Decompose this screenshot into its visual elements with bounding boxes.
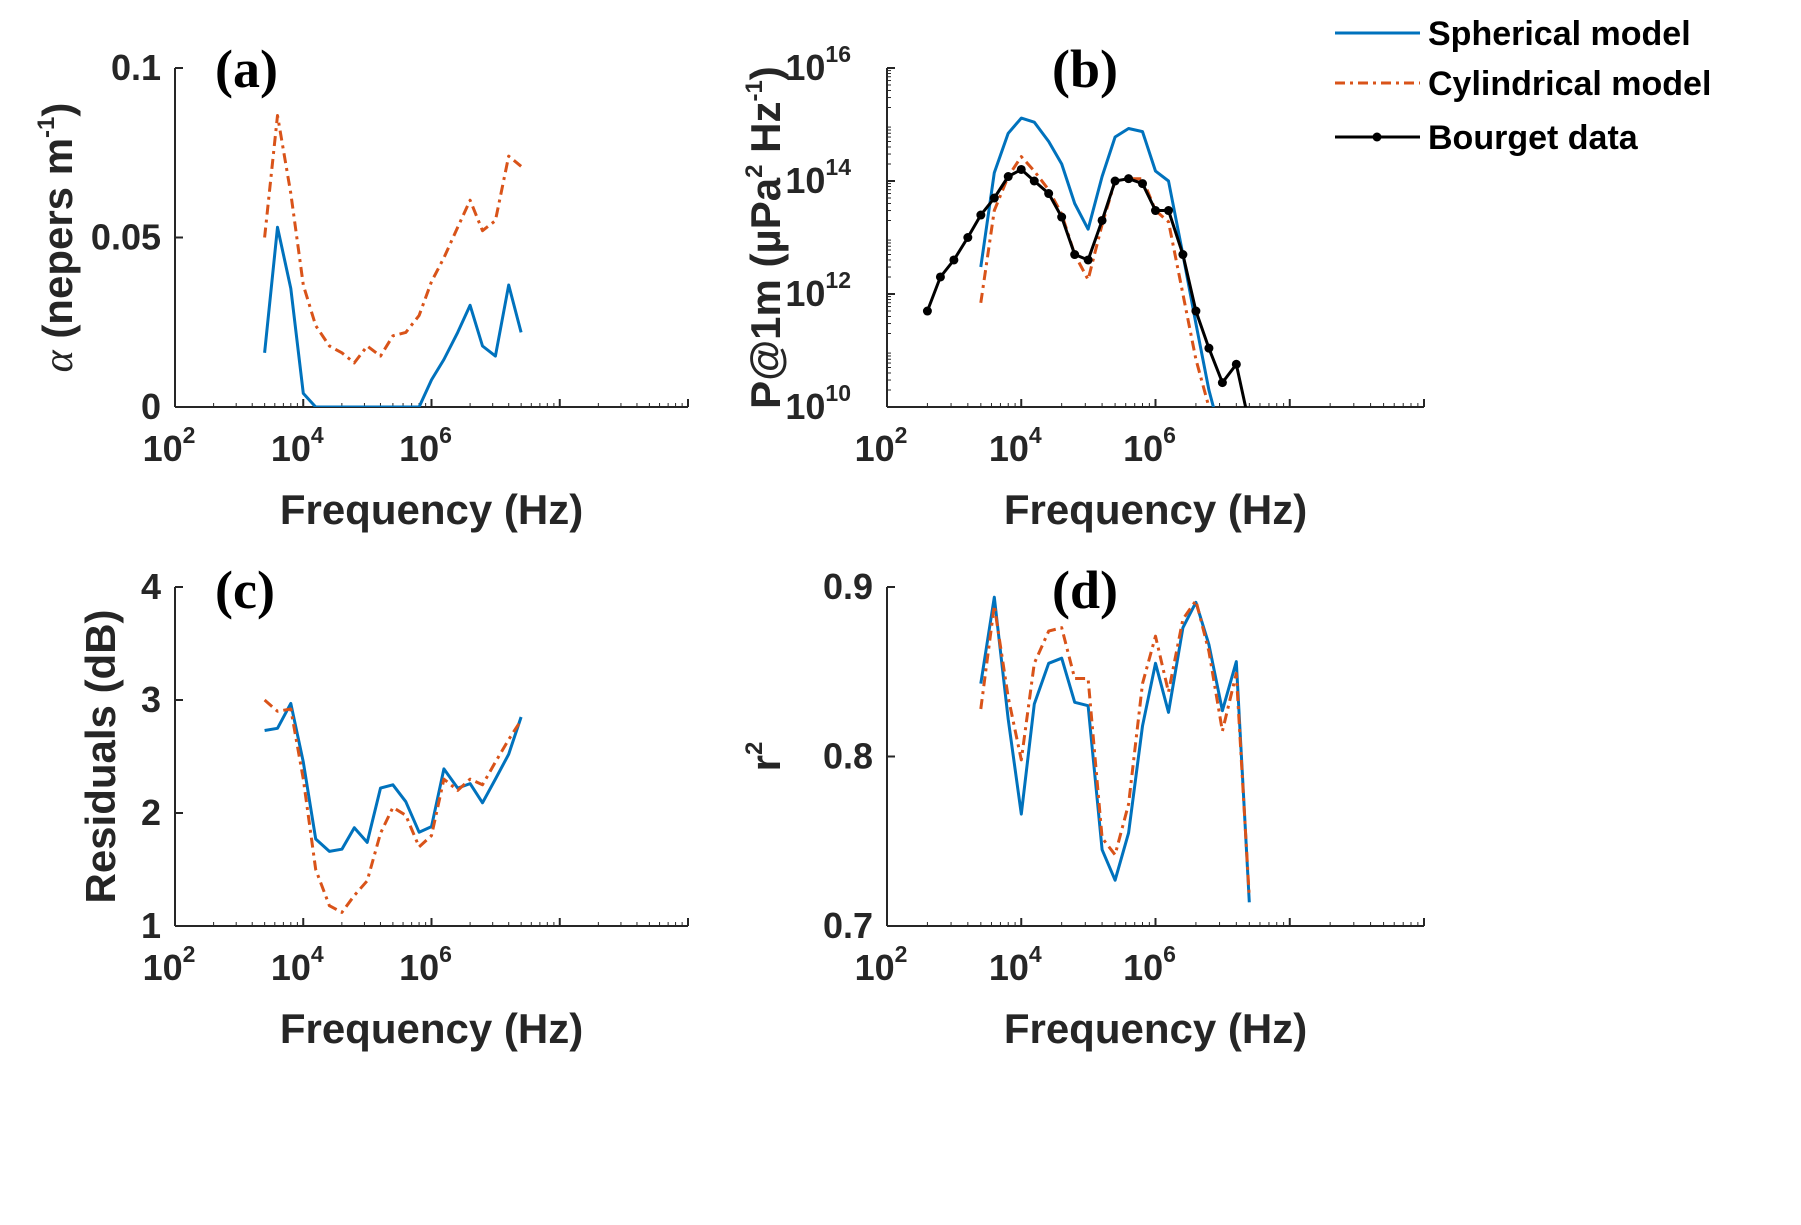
y-tick-label: 0.05	[91, 217, 161, 258]
series-marker-bourget	[1057, 212, 1067, 222]
series-marker-bourget	[1178, 250, 1188, 260]
series-marker-bourget	[949, 255, 959, 265]
series-marker-bourget	[989, 193, 999, 203]
y-tick-label: 0.9	[823, 566, 873, 607]
legend-label-spherical: Spherical model	[1428, 15, 1691, 53]
x-tick-label: 106	[1123, 422, 1176, 469]
panels: 102 104 106 Frequency (Hz) 0 0.05 0.1 α (nepers…	[33, 39, 1425, 1052]
panel-d: 102 104 106 Frequency (Hz) 0.7 0.8 0.9 r2 (d)	[741, 560, 1425, 1052]
series-marker-bourget	[1110, 176, 1120, 186]
series-marker-bourget	[1029, 176, 1039, 186]
series-marker-bourget	[1191, 306, 1201, 316]
y-tick-label: 0.7	[823, 905, 873, 946]
y-tick-label: 1012	[785, 267, 851, 314]
series-line-cylindrical	[979, 599, 1251, 898]
y-axis-label: r2	[741, 742, 789, 772]
series-marker-bourget	[1231, 359, 1241, 369]
series-marker-bourget	[1097, 215, 1107, 225]
series-marker-bourget	[1003, 172, 1013, 182]
x-tick-label: 104	[989, 422, 1042, 469]
x-axis-label: Frequency (Hz)	[280, 486, 583, 533]
panel-label-c: (c)	[215, 560, 275, 620]
series-marker-bourget	[1083, 255, 1093, 265]
x-axis-label: Frequency (Hz)	[280, 1005, 583, 1052]
y-tick-label: 4	[141, 566, 161, 607]
x-tick-label: 102	[855, 422, 908, 469]
legend-marker-bourget	[1372, 132, 1382, 142]
y-tick-label: 3	[141, 679, 161, 720]
legend: Spherical model Cylindrical model Bourge…	[1335, 15, 1711, 157]
x-tick-label: 104	[989, 941, 1042, 988]
x-axis-label: Frequency (Hz)	[1004, 1005, 1307, 1052]
x-tick-label: 102	[143, 941, 196, 988]
x-tick-label: 106	[1123, 941, 1176, 988]
y-tick-label: 1	[141, 905, 161, 946]
x-tick-label: 102	[143, 422, 196, 469]
y-tick-label: 0.1	[111, 47, 161, 88]
y-tick-label: 0	[141, 386, 161, 427]
series-marker-bourget	[1204, 343, 1214, 353]
x-tick-label: 104	[271, 422, 324, 469]
series-line-cylindrical	[263, 114, 523, 365]
series-marker-bourget	[1151, 206, 1160, 216]
y-tick-label: 1014	[785, 154, 851, 201]
series-marker-bourget	[1070, 250, 1080, 260]
y-axis-label: P@1m (µPa2 Hz-1)	[741, 66, 789, 409]
series-marker-bourget	[963, 233, 973, 242]
series-marker-bourget	[935, 272, 945, 282]
series-marker-bourget	[1137, 179, 1147, 189]
y-tick-label: 2	[141, 792, 161, 833]
series-line-cylindrical	[263, 698, 523, 914]
panel-c: 102 104 106 Frequency (Hz) 1 2 3 4 Residuals (dB…	[77, 560, 689, 1052]
legend-label-bourget: Bourget data	[1428, 119, 1639, 157]
panel-a: 102 104 106 Frequency (Hz) 0 0.05 0.1 α (nepers…	[33, 39, 689, 533]
x-axis-label: Frequency (Hz)	[1004, 486, 1307, 533]
panel-b: 102 104 106 Frequency (Hz) 1010 1012 1014 1016P…	[741, 39, 1425, 533]
series-marker-bourget	[1217, 378, 1227, 388]
y-tick-label: 1016	[785, 41, 851, 88]
series-marker-bourget	[922, 306, 932, 316]
x-tick-label: 106	[399, 941, 452, 988]
y-tick-label: 1010	[785, 380, 851, 427]
series-marker-bourget	[1016, 164, 1026, 174]
series-marker-bourget	[1124, 174, 1134, 184]
series-line-spherical	[264, 701, 523, 853]
y-tick-label: 0.8	[823, 736, 873, 777]
y-axis-label: α (nepers m-1)	[33, 103, 82, 373]
panel-label-d: (d)	[1052, 560, 1118, 620]
y-axis-label: Residuals (dB)	[77, 609, 124, 903]
x-tick-label: 106	[399, 422, 452, 469]
legend-label-cylindrical: Cylindrical model	[1428, 65, 1711, 103]
series-marker-bourget	[1044, 189, 1054, 199]
series-marker-bourget	[976, 210, 986, 220]
panel-label-a: (a)	[215, 39, 278, 99]
series-line-spherical	[263, 225, 523, 407]
x-tick-label: 102	[855, 941, 908, 988]
panel-label-b: (b)	[1052, 39, 1118, 99]
series-marker-bourget	[1164, 206, 1174, 216]
x-tick-label: 104	[271, 941, 324, 988]
